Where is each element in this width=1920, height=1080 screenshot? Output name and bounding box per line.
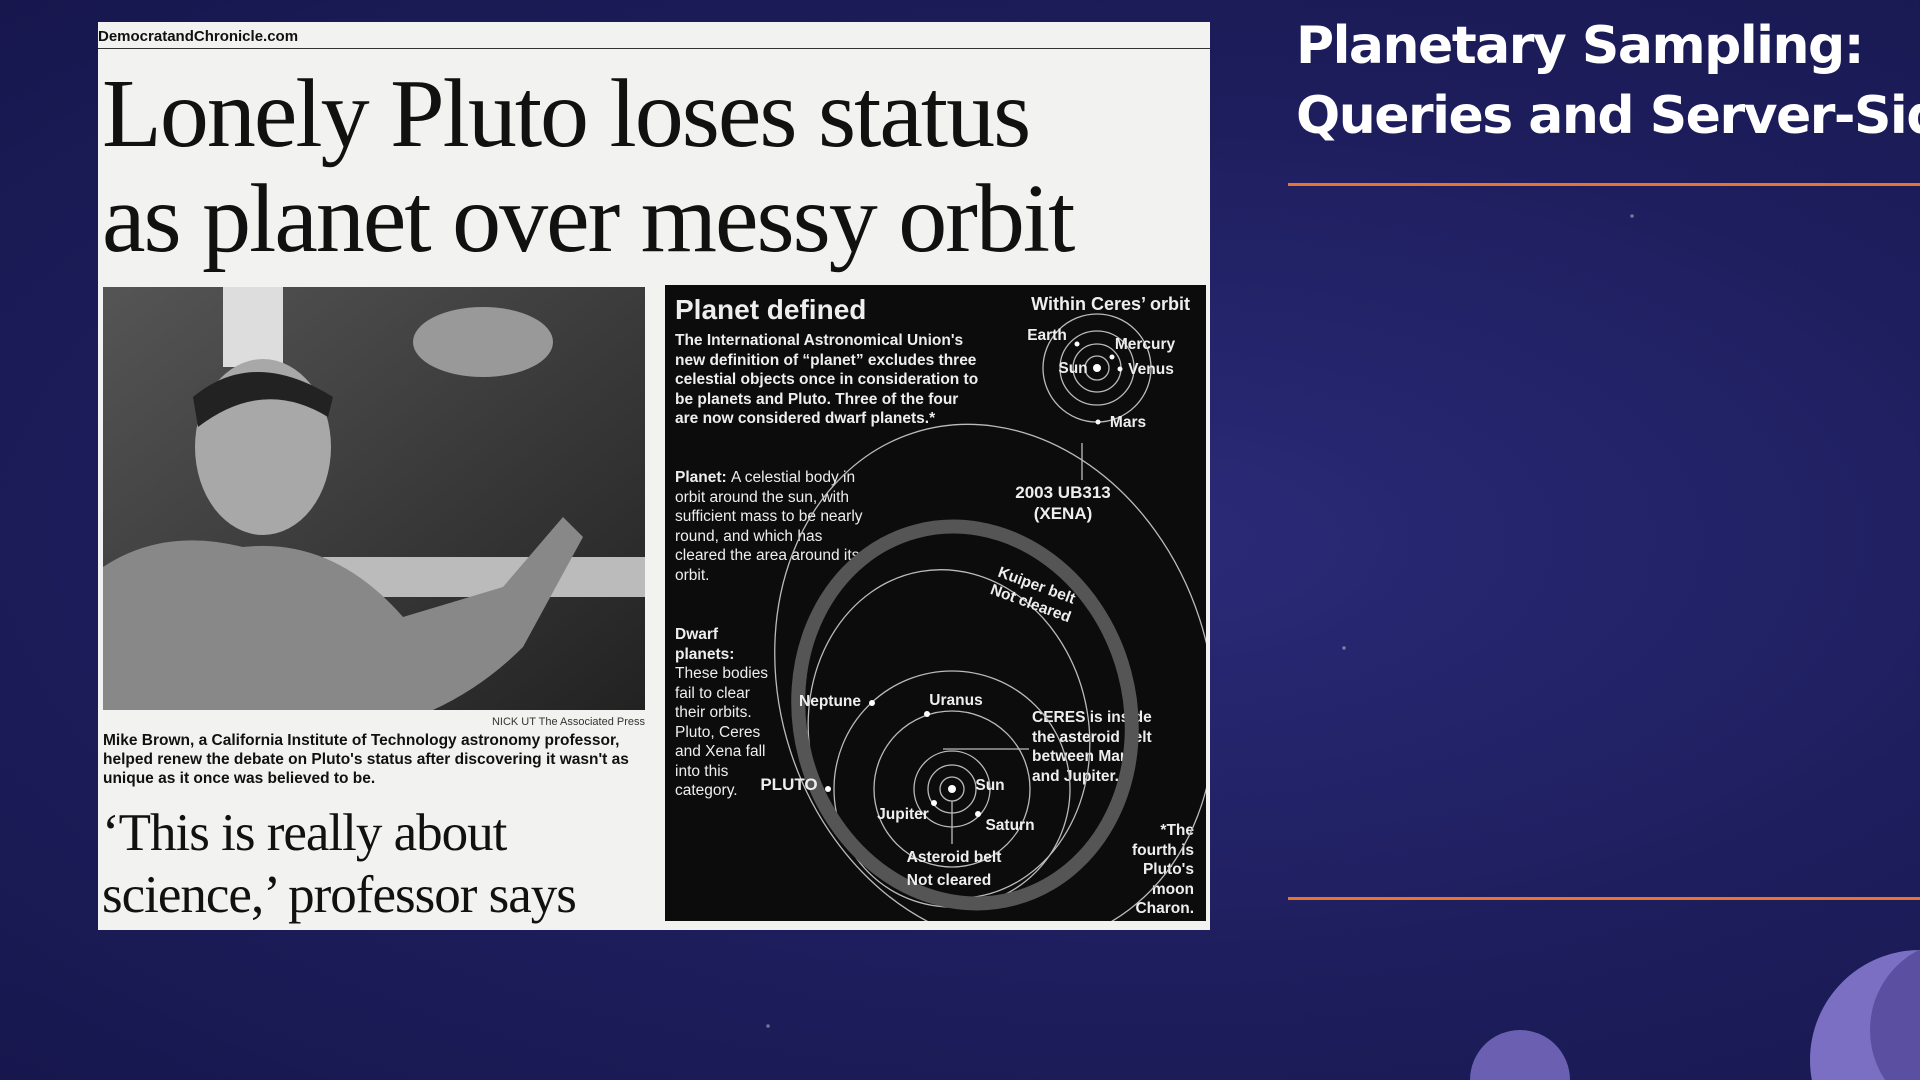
headline: Lonely Pluto loses status: [102, 60, 1031, 168]
divider: [1288, 897, 1920, 900]
planet-label: PLUTO: [760, 775, 817, 794]
planet-label: Neptune: [799, 693, 861, 710]
headline: as planet over messy orbit: [102, 165, 1075, 273]
planet-label: Saturn: [985, 817, 1034, 834]
intro: The International Astronomical Union's n…: [675, 332, 979, 427]
inset-label: Venus: [1128, 361, 1174, 378]
source: DemocratandChronicle.com: [98, 28, 299, 45]
photo-credit: NICK UT The Associated Press: [491, 716, 645, 728]
definition: Dwarf planets: These bodies fail to clea…: [675, 625, 771, 801]
newspaper: DemocratandChronicle.com Lonely Pluto lo…: [98, 22, 1210, 930]
term: Dwarf planets:: [675, 626, 735, 663]
caption: Mike Brown, a California Institute of Te…: [103, 732, 629, 787]
slide-title: Queries and Server-Sid: [1296, 86, 1920, 146]
term: Planet:: [675, 469, 727, 486]
inset-label: Earth: [1027, 327, 1067, 344]
xena-label: (XENA): [1034, 504, 1093, 523]
definition-text: A celestial body in orbit around the sun…: [675, 469, 863, 584]
divider: [1288, 183, 1920, 186]
photo: [103, 287, 645, 710]
inset-title: Within Ceres’ orbit: [1031, 294, 1190, 314]
subhead: ‘This is really about: [102, 804, 507, 862]
planet-decor: [1470, 1030, 1570, 1080]
graphic: Planet defined The International Astrono…: [665, 285, 1206, 921]
graphic-title: Planet defined: [675, 294, 867, 325]
inset-label: Sun: [1058, 360, 1087, 377]
slide-title: Planetary Sampling:: [1296, 16, 1865, 76]
inset-label: Mars: [1110, 414, 1146, 431]
planet-decor: [1870, 949, 1920, 1080]
planet-label: Uranus: [929, 692, 982, 709]
asteroid-label: Asteroid belt: [907, 849, 1002, 866]
inset-label: Mercury: [1115, 336, 1176, 353]
definition: Planet: A celestial body in orbit around…: [675, 468, 875, 585]
xena-label: 2003 UB313: [1015, 483, 1110, 502]
planet-label: Jupiter: [877, 806, 929, 823]
definition-text: These bodies fail to clear their orbits.…: [675, 665, 769, 799]
asteroid-label: Not cleared: [907, 872, 991, 889]
subhead: science,’ professor says: [102, 866, 577, 924]
planet-label: Sun: [975, 777, 1004, 794]
orbit-diagram: Earth Mercury Sun Venus Mars 2003 UB313 …: [760, 313, 1206, 921]
rule: [98, 48, 1210, 49]
ceres-note: CERES is inside the asteroid belt betwee…: [1032, 709, 1152, 785]
